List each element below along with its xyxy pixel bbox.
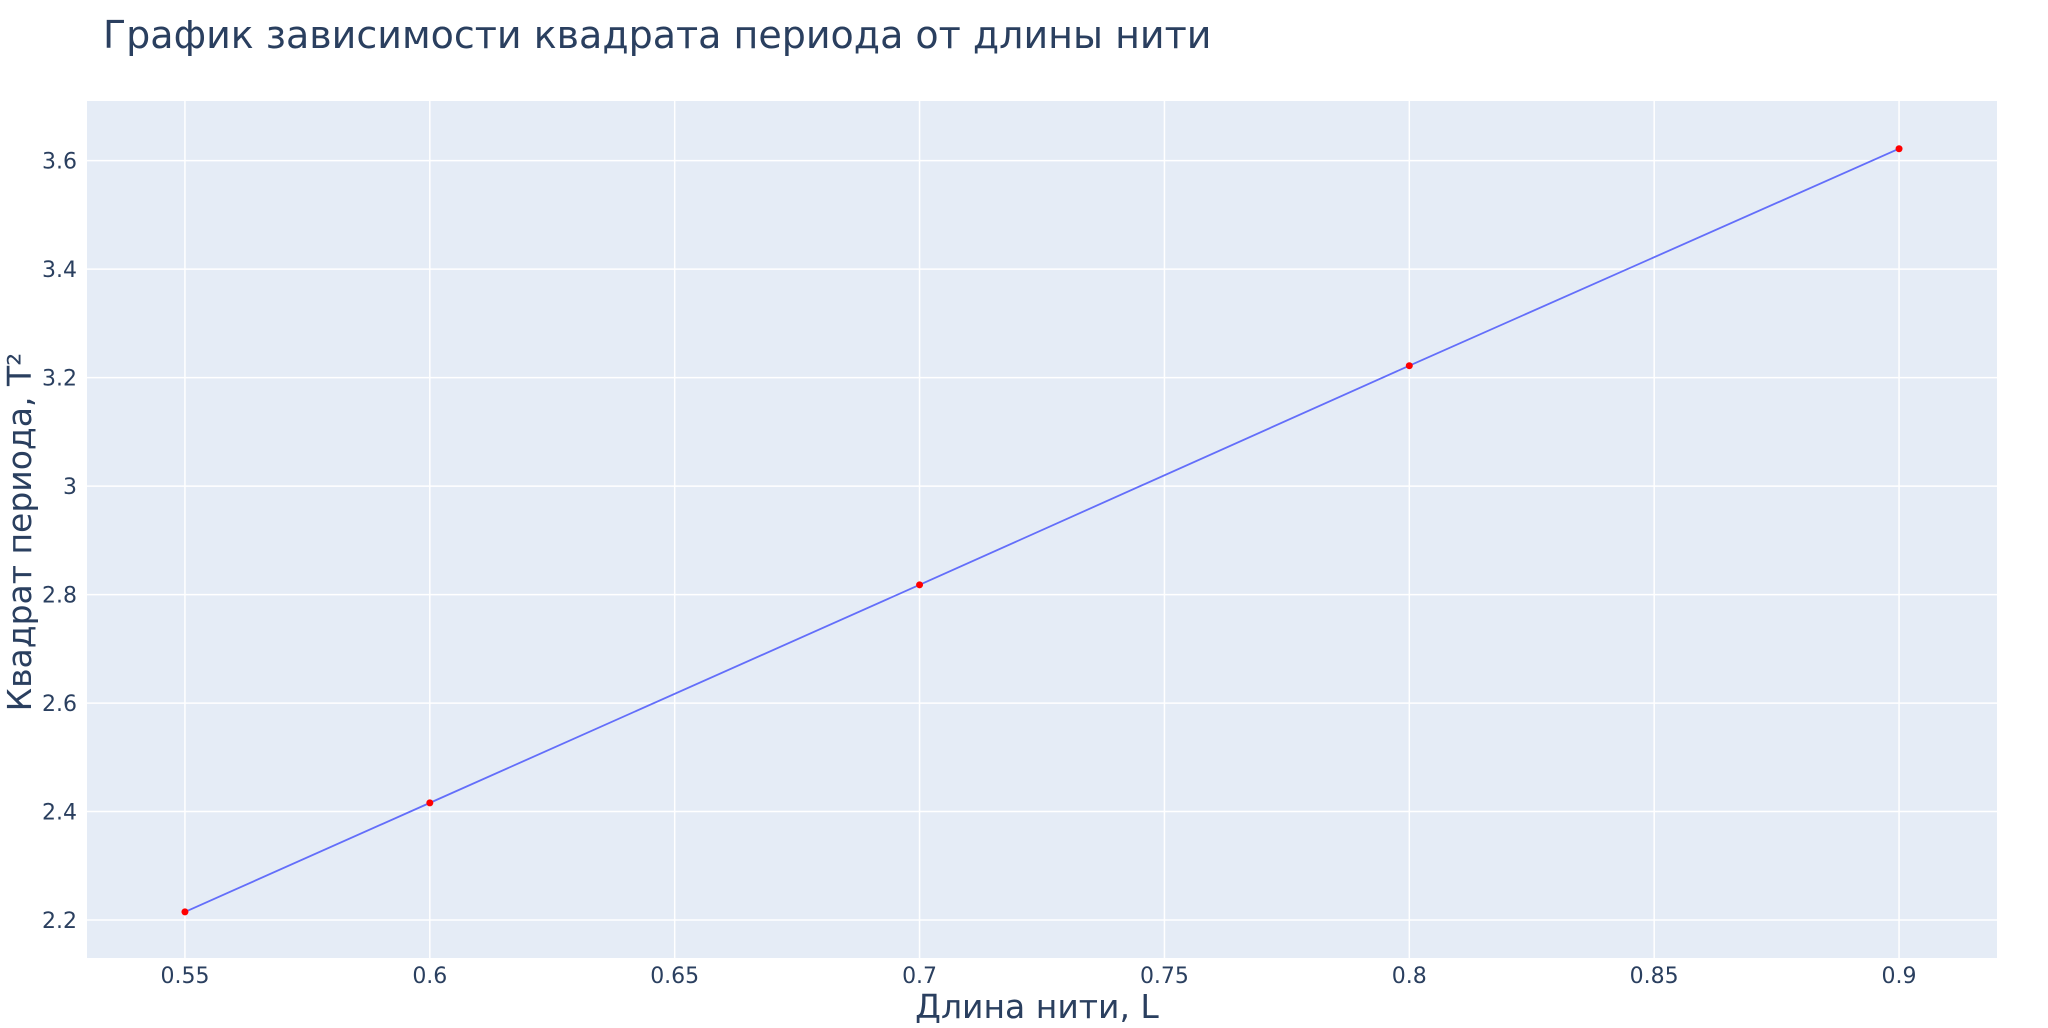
x-tick-label: 0.85 <box>1630 964 1679 989</box>
y-tick-label: 3.6 <box>42 150 77 175</box>
data-point <box>1405 362 1413 370</box>
y-axis-title: Квадрат периода, T² <box>0 353 39 712</box>
y-tick-labels: 2.2 2.4 2.6 2.8 3 3.2 3.4 3.6 <box>42 150 77 934</box>
x-axis-title: Длина нити, L <box>915 987 1159 1024</box>
x-tick-label: 0.65 <box>650 964 699 989</box>
data-point <box>1895 145 1903 153</box>
data-point <box>916 581 924 589</box>
x-gridlines <box>184 101 1900 958</box>
data-point <box>426 799 434 807</box>
chart-title: График зависимости квадрата периода от д… <box>103 13 1211 57</box>
y-tick-label: 2.6 <box>42 692 77 717</box>
x-tick-labels: 0.55 0.6 0.65 0.7 0.75 0.8 0.85 0.9 <box>160 964 1916 989</box>
x-tick-label: 0.8 <box>1392 964 1427 989</box>
data-point <box>181 908 189 916</box>
y-tick-label: 3 <box>63 475 77 500</box>
y-tick-label: 3.2 <box>42 367 77 392</box>
x-tick-label: 0.9 <box>1882 964 1917 989</box>
x-tick-label: 0.6 <box>412 964 447 989</box>
y-tick-label: 2.4 <box>42 801 77 826</box>
x-tick-label: 0.7 <box>902 964 937 989</box>
x-tick-label: 0.55 <box>160 964 209 989</box>
series-layer <box>181 145 1903 916</box>
x-tick-label: 0.75 <box>1140 964 1189 989</box>
y-tick-label: 3.4 <box>42 258 77 283</box>
y-tick-label: 2.8 <box>42 584 77 609</box>
y-gridlines <box>87 159 1997 921</box>
y-tick-label: 2.2 <box>42 909 77 934</box>
